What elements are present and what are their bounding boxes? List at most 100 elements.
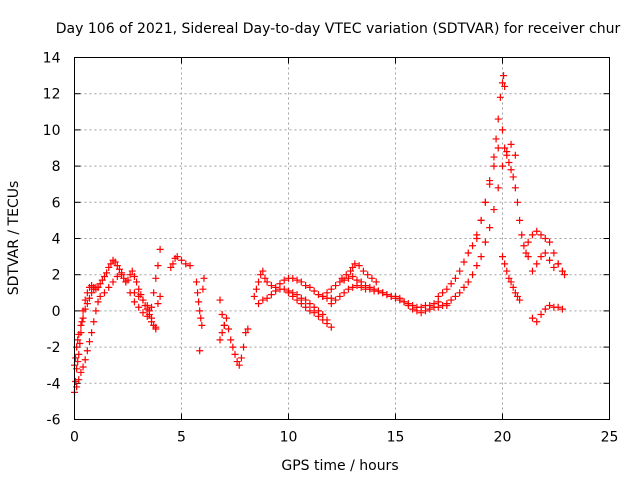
- data-point: [501, 82, 509, 90]
- data-point: [197, 314, 205, 322]
- data-point: [250, 292, 258, 300]
- data-point: [554, 260, 562, 268]
- data-point: [541, 249, 549, 257]
- data-point: [507, 278, 515, 286]
- data-point: [199, 285, 207, 293]
- data-point: [509, 283, 517, 291]
- x-axis-label: GPS time / hours: [281, 458, 398, 474]
- data-point: [231, 350, 239, 358]
- data-point: [486, 224, 494, 232]
- data-point: [494, 144, 502, 152]
- data-point: [178, 256, 185, 264]
- data-point: [546, 301, 554, 309]
- data-point: [81, 305, 89, 313]
- data-point: [130, 298, 138, 306]
- data-point: [139, 296, 147, 304]
- data-point: [74, 358, 82, 366]
- data-point: [88, 289, 96, 297]
- x-tick-label: 15: [387, 430, 405, 446]
- data-point: [490, 206, 498, 214]
- data-point: [314, 291, 322, 299]
- data-point: [513, 292, 521, 300]
- data-point: [319, 292, 327, 300]
- data-point: [237, 354, 245, 362]
- data-point: [537, 311, 545, 319]
- data-point: [499, 126, 506, 134]
- data-point: [105, 263, 113, 271]
- data-point: [81, 356, 89, 364]
- data-point: [359, 267, 367, 275]
- data-point: [533, 260, 541, 268]
- data-point: [122, 278, 130, 286]
- data-point: [229, 343, 237, 351]
- data-point: [156, 292, 164, 300]
- data-point: [366, 285, 374, 293]
- data-point: [103, 269, 111, 277]
- data-point: [490, 162, 498, 170]
- data-point: [490, 153, 498, 161]
- data-point: [306, 283, 314, 291]
- data-point: [293, 296, 301, 304]
- x-tick-label: 10: [280, 430, 298, 446]
- data-point: [255, 300, 263, 308]
- data-point: [518, 231, 526, 239]
- data-point: [263, 294, 271, 302]
- data-point: [169, 260, 177, 268]
- data-point: [100, 289, 108, 297]
- data-point: [285, 289, 292, 297]
- data-point: [130, 273, 138, 281]
- data-point: [156, 245, 164, 253]
- data-point: [477, 216, 485, 224]
- data-point: [499, 162, 506, 170]
- data-point: [368, 274, 376, 282]
- data-point: [94, 298, 102, 306]
- data-point: [516, 296, 524, 304]
- data-point: [323, 289, 331, 297]
- data-point: [507, 166, 515, 174]
- data-point: [541, 305, 549, 313]
- data-point: [244, 325, 252, 333]
- plot-frame: [74, 57, 610, 420]
- y-tick-label: 2: [52, 268, 61, 284]
- data-point: [280, 276, 288, 284]
- data-point: [509, 173, 517, 181]
- axis-ticks: 0 5 10 15 20 25 -6 -4 -2 0 2 4 6 8 10 12 14: [43, 51, 619, 446]
- data-point: [267, 291, 275, 299]
- data-point: [494, 115, 502, 123]
- data-point: [456, 267, 464, 275]
- data-point: [537, 231, 545, 239]
- data-point: [332, 282, 340, 290]
- data-point: [524, 253, 532, 261]
- x-tick-label: 20: [494, 430, 512, 446]
- data-point: [200, 274, 208, 282]
- data-point: [182, 260, 190, 268]
- data-point: [218, 311, 226, 319]
- data-point: [293, 276, 301, 284]
- data-point: [94, 283, 102, 291]
- data-point: [492, 135, 500, 143]
- data-point: [481, 198, 489, 206]
- data-point: [338, 274, 346, 282]
- data-point: [135, 285, 143, 293]
- data-point: [537, 253, 545, 261]
- data-point: [357, 283, 365, 291]
- data-point: [516, 216, 524, 224]
- data-point: [257, 271, 265, 279]
- data-point: [327, 300, 335, 308]
- data-point: [451, 292, 459, 300]
- data-point: [96, 280, 104, 288]
- data-point: [81, 296, 89, 304]
- data-point: [259, 296, 267, 304]
- data-point: [118, 269, 126, 277]
- data-point: [342, 271, 350, 279]
- data-point: [513, 198, 521, 206]
- data-point: [79, 363, 87, 371]
- data-point: [417, 309, 425, 317]
- data-point: [332, 296, 340, 304]
- data-point: [255, 278, 263, 286]
- data-point: [148, 303, 156, 311]
- data-point: [319, 316, 327, 324]
- x-tick-label: 0: [70, 430, 79, 446]
- data-point: [392, 292, 399, 300]
- data-point: [198, 321, 206, 329]
